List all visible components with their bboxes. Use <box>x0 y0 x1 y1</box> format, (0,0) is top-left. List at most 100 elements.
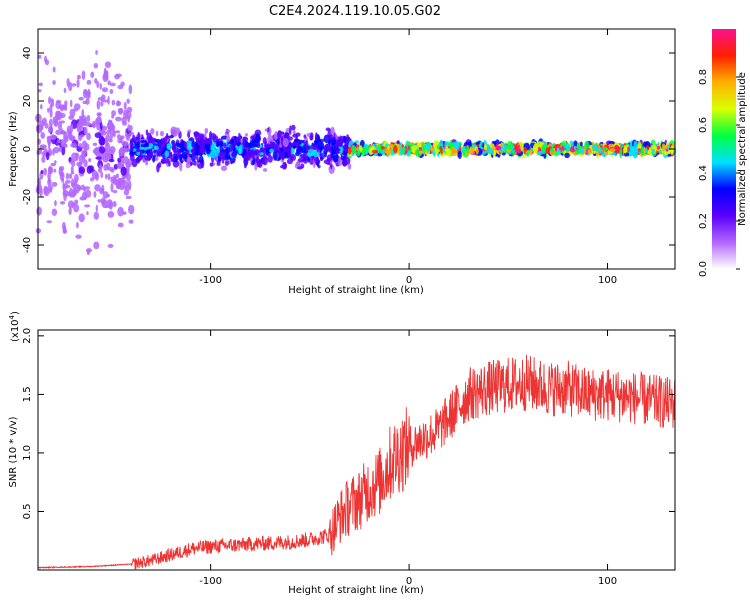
spectrogram-cell <box>61 145 66 156</box>
spectrogram-cell <box>128 204 135 215</box>
spectrogram-cell <box>41 117 48 125</box>
spectrogram-cell <box>175 142 180 146</box>
snr-x-ticks: -100 0 100 <box>199 330 617 587</box>
spectrogram-cell <box>132 134 136 143</box>
spectrogram-cell <box>59 201 66 205</box>
spectrogram-cell <box>145 160 149 166</box>
spectrogram-cell <box>333 137 336 146</box>
spectrogram-cell <box>245 150 252 161</box>
spectrogram-cell <box>82 100 87 105</box>
spectrogram-cell <box>68 207 72 215</box>
spectrogram-cell <box>50 162 56 167</box>
spectrogram-cell <box>216 162 221 166</box>
spectrogram-cell <box>453 141 460 150</box>
spectrogram-cell <box>637 141 642 151</box>
spectrogram-cell <box>289 125 292 136</box>
spectrogram-cell <box>71 193 76 198</box>
spectrogram-cell <box>94 184 101 192</box>
spectrogram-cell <box>99 146 106 154</box>
spectrogram-cell <box>153 149 157 154</box>
spectrogram-cell <box>48 187 53 193</box>
spectrogram-cell <box>54 200 57 207</box>
spectrogram-cell <box>449 140 452 150</box>
snr-frame <box>37 329 676 571</box>
spectrogram-cell <box>120 81 125 87</box>
spectrogram-cell <box>100 171 104 179</box>
spectrogram-cell <box>189 162 194 166</box>
spectrogram-cell <box>83 159 88 168</box>
snr-y-tick-label: 0.5 <box>22 504 33 520</box>
spectrogram-cell <box>401 146 406 153</box>
spectrogram-cell <box>312 144 318 150</box>
spectrogram-cell <box>38 147 43 155</box>
spectrogram-cell <box>79 134 85 138</box>
spectrogram-cell <box>90 71 95 78</box>
spectrogram-cell <box>434 148 440 154</box>
spectrogram-cell <box>215 147 219 157</box>
spectrogram-cell <box>204 143 211 151</box>
spectrogram-cell <box>287 147 292 157</box>
spectrogram-cell <box>523 146 527 153</box>
spectrogram-cell <box>328 134 334 141</box>
spectrogram-cell <box>243 162 247 169</box>
spectrogram-cell <box>96 80 100 89</box>
spectrogram-x-ticks: -100 0 100 <box>199 29 617 286</box>
colorbar-gradient <box>712 29 736 269</box>
spectrogram-cell <box>565 143 571 151</box>
snr-x-axis-label: Height of straight line (km) <box>288 585 424 596</box>
spectrogram-cell <box>269 141 273 148</box>
spectrogram-cell <box>220 165 228 171</box>
spectrogram-cell <box>108 200 113 210</box>
spectrogram-cell <box>226 135 231 143</box>
spectrogram-cell <box>532 143 539 154</box>
spectrogram-cell <box>95 50 98 55</box>
spectrogram-cell <box>50 98 54 103</box>
colorbar-tick-label: 0.2 <box>698 213 709 229</box>
spectrogram-cell <box>198 155 204 164</box>
spectrogram-cell <box>38 82 43 87</box>
spectrogram-cell <box>81 70 86 81</box>
spectrogram-cell <box>160 158 165 164</box>
spectrogram-cell <box>170 126 178 135</box>
spectrogram-cell <box>108 120 113 130</box>
spectrogram-cell <box>70 142 77 148</box>
spectrogram-cell <box>73 173 79 183</box>
spectrogram-cell <box>91 123 95 128</box>
spectrogram-cell <box>52 116 59 123</box>
spectrogram-cell <box>92 142 98 147</box>
figure-title: C2E4.2024.119.10.05.G02 <box>269 4 441 19</box>
spectrogram-cell <box>137 131 140 140</box>
spectrogram-cell <box>484 144 488 151</box>
spectrogram-cell <box>267 155 273 163</box>
spectrogram-cell <box>160 130 164 137</box>
spectrogram-cell <box>107 243 114 248</box>
spectrogram-cell <box>86 114 91 122</box>
spectrogram-cell <box>60 120 66 124</box>
spectrogram-cell <box>181 139 184 150</box>
spectrogram-cell <box>193 160 197 166</box>
snr-y-tick-label: 1.0 <box>22 445 33 461</box>
spectrogram-cell <box>343 135 347 144</box>
spectrogram-cell <box>602 147 609 151</box>
snr-x-tick-label: -100 <box>199 576 222 587</box>
spectrogram-cell <box>545 147 550 154</box>
spectrogram-cell <box>128 131 135 136</box>
spectrogram-cell <box>109 146 116 154</box>
spectrogram-cell <box>146 132 152 142</box>
spectrogram-cell <box>103 164 108 171</box>
spectrogram-cell <box>156 142 163 147</box>
spectrogram-cell <box>63 224 67 233</box>
spectrogram-cell <box>126 106 133 113</box>
spectrogram-cell <box>69 108 76 118</box>
spectrogram-cell <box>250 135 255 139</box>
spectrogram-cell <box>325 127 331 132</box>
snr-y-tick-label: 1.5 <box>22 386 33 402</box>
spectrogram-cell <box>67 200 75 209</box>
snr-y-axis-label: SNR (10 * v/v) <box>8 416 19 487</box>
spectrogram-cell <box>115 73 122 78</box>
spectrogram-cell <box>225 153 231 160</box>
spectrogram-cell <box>445 148 452 157</box>
spectrogram-cell <box>292 144 297 149</box>
spectrogram-cell <box>71 83 77 87</box>
